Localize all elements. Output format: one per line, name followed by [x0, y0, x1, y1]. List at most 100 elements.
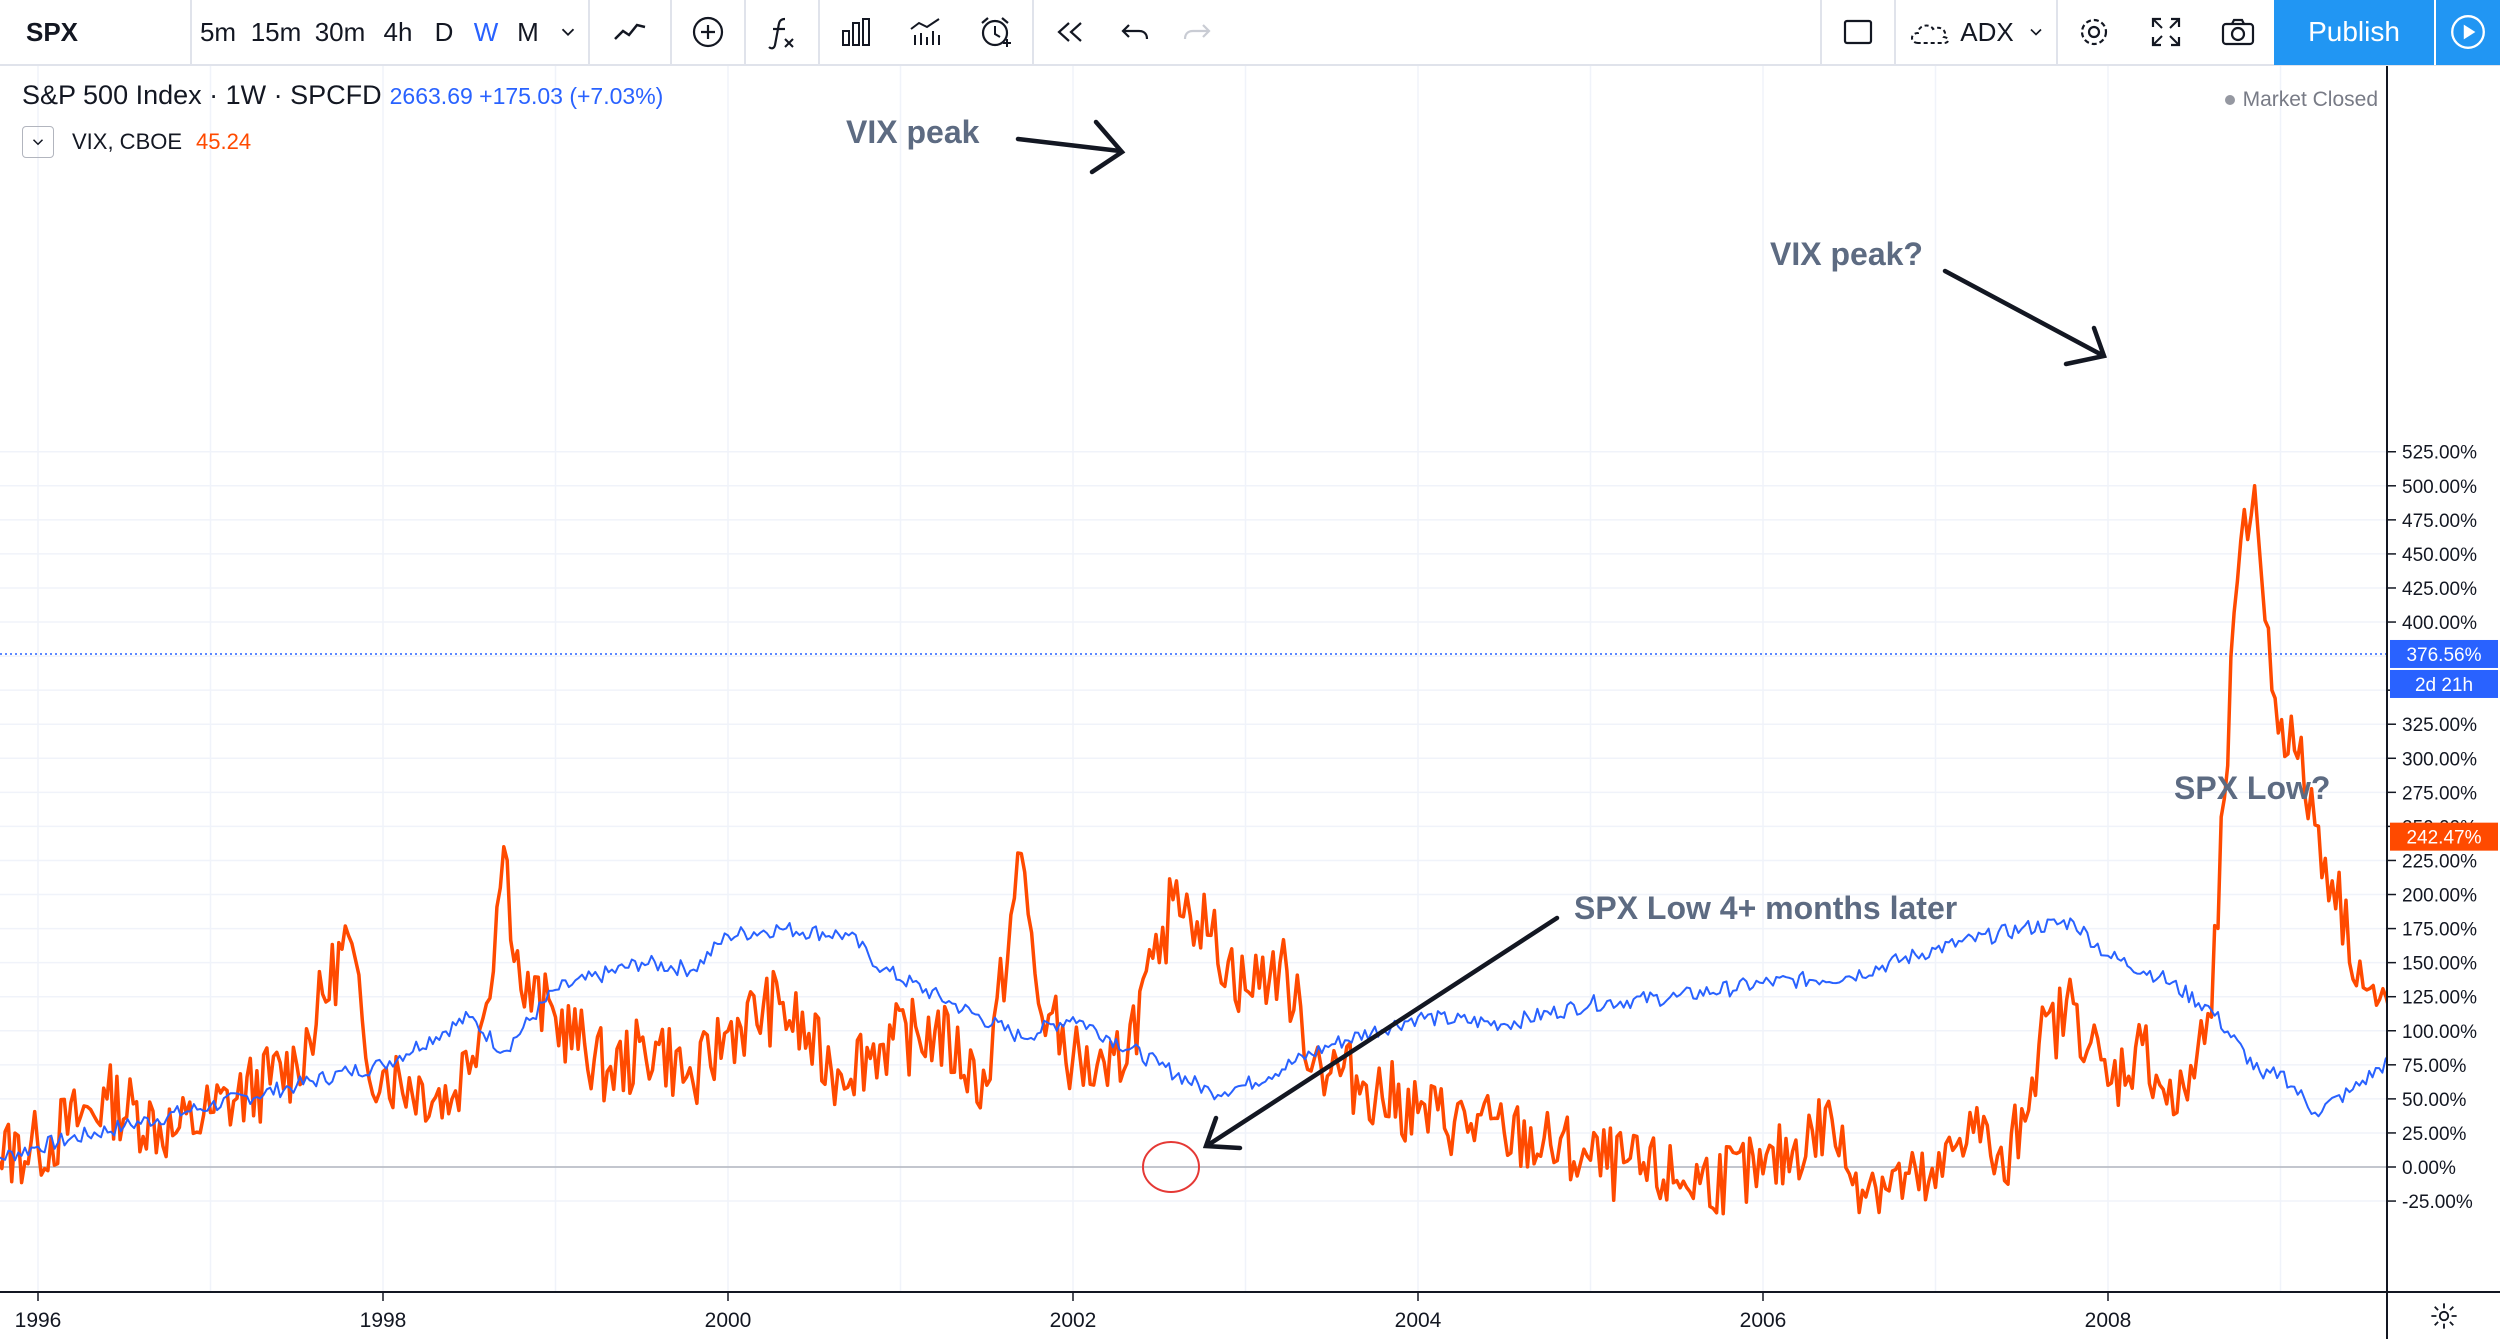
time-tick-label: 2000: [705, 1309, 752, 1332]
toolbar-divider: [2056, 0, 2058, 65]
interval-m[interactable]: M: [517, 16, 539, 47]
line-chart-icon: [614, 23, 646, 40]
time-tick-label: 2004: [1395, 1309, 1442, 1332]
layout-button[interactable]: [1822, 0, 1894, 65]
toolbar-divider: [670, 0, 672, 65]
redo-button[interactable]: [1166, 0, 1226, 65]
price-tick-label: 325.00%: [2402, 715, 2477, 736]
interval-30m[interactable]: 30m: [314, 16, 366, 47]
camera-icon: [2221, 18, 2255, 46]
interval-4h[interactable]: 4h: [383, 16, 413, 47]
spx-low-arrowhead: [1202, 1115, 1243, 1151]
bar-countdown-tag-bg: [2390, 669, 2498, 698]
alarm-clock-icon: [981, 17, 1011, 47]
grid: [0, 66, 2386, 1291]
time-tick-label: 1998: [360, 1309, 407, 1332]
time-tick-label: 2006: [1740, 1309, 1787, 1332]
fullscreen-button[interactable]: [2130, 0, 2202, 65]
annotation-vix-peak: VIX peak: [846, 114, 980, 150]
cloud-icon: [1911, 24, 1950, 44]
gear-icon: [2080, 18, 2108, 46]
financials-button[interactable]: [820, 0, 892, 65]
price-tick-label: 225.00%: [2402, 851, 2477, 872]
price-tick-label: -25.00%: [2402, 1192, 2473, 1213]
price-tick-label: 125.00%: [2402, 988, 2477, 1009]
toolbar-divider: [818, 0, 820, 65]
main-series-legend[interactable]: S&P 500 Index · 1W · SPCFD 2663.69 +175.0…: [22, 80, 663, 111]
annotation-arrows: [1015, 119, 2107, 1151]
toolbar-divider: [1820, 0, 1822, 65]
toolbar-divider: [744, 0, 746, 65]
publish-button[interactable]: Publish: [2274, 0, 2434, 65]
undo-icon: [1121, 24, 1149, 40]
interval-d[interactable]: D: [434, 16, 454, 47]
indicators-button[interactable]: [746, 0, 818, 65]
price-tick-label: 200.00%: [2402, 886, 2477, 907]
time-tick-label: 2008: [2085, 1309, 2132, 1332]
interval-15m[interactable]: 15m: [250, 16, 302, 47]
chart-pane[interactable]: S&P 500 Index · 1W · SPCFD 2663.69 +175.0…: [0, 66, 2386, 1291]
chart-type-button[interactable]: [590, 0, 670, 65]
price-tick-label: 150.00%: [2402, 954, 2477, 975]
price-tick-label: 25.00%: [2402, 1124, 2467, 1145]
snapshot-button[interactable]: [2202, 0, 2274, 65]
vix-last-price-tag-bg: [2390, 822, 2498, 851]
price-tick-label: 275.00%: [2402, 783, 2477, 804]
legend-collapse-button[interactable]: [22, 126, 54, 158]
annotation-spx-low-q: SPX Low?: [2174, 770, 2331, 806]
overlay-series-title: VIX, CBOE: [72, 129, 183, 154]
interval-w[interactable]: W: [473, 16, 499, 47]
overlay-series-value: 45.24: [196, 129, 252, 154]
chevron-down-icon: [32, 139, 44, 146]
cloud-save-button[interactable]: ADX: [1896, 0, 2056, 65]
bar-chart-icon: [842, 18, 870, 46]
templates-button[interactable]: [892, 0, 960, 65]
bar-countdown-tag: 2d 21h: [2415, 675, 2473, 696]
publish-video-button[interactable]: [2434, 0, 2500, 65]
market-status: Market Closed: [2224, 88, 2378, 112]
replay-button[interactable]: [1034, 0, 1106, 65]
settings-button[interactable]: [2058, 0, 2130, 65]
vix-last-price-tag: 242.47%: [2406, 828, 2481, 849]
spx-series-line: [0, 917, 2386, 1162]
alert-button[interactable]: [960, 0, 1032, 65]
price-tick-label: 100.00%: [2402, 1022, 2477, 1043]
price-tick-label: 175.00%: [2402, 920, 2477, 941]
price-tick-label: 75.00%: [2402, 1056, 2467, 1077]
annotation-vix-peak-q: VIX peak?: [1770, 236, 1923, 272]
overlay-series-legend[interactable]: VIX, CBOE 45.24: [22, 126, 251, 158]
time-axis[interactable]: 1996199820002002200420062008201020122014…: [0, 1291, 2386, 1339]
gear-icon: [2431, 1303, 2457, 1329]
compare-symbol-button[interactable]: [672, 0, 744, 65]
symbol-search-button[interactable]: SPX: [0, 0, 192, 65]
vix-peak-arrowhead: [1089, 119, 1126, 175]
price-axis[interactable]: 525.00% 500.00% 475.00% 450.00% 425.00% 400.0…: [2386, 66, 2500, 1291]
axis-settings-button[interactable]: [2386, 1291, 2500, 1339]
indicator-name-label: ADX: [1960, 16, 2014, 47]
chevron-down-icon: [2030, 28, 2042, 36]
spx-last-price-tag-bg: [2390, 639, 2498, 668]
main-series-value: 2663.69 +175.03 (+7.03%): [389, 83, 664, 109]
fullscreen-icon: [2151, 17, 2181, 47]
price-tick-label: 500.00%: [2402, 477, 2477, 498]
play-circle-icon: [2451, 15, 2485, 49]
function-icon: [768, 17, 794, 50]
interval-5m[interactable]: 5m: [199, 16, 237, 47]
chart-canvas: [0, 66, 2386, 1291]
price-axis-canvas: 525.00% 500.00% 475.00% 450.00% 425.00% 400.0…: [2388, 443, 2498, 1213]
time-tick-label: 1996: [15, 1309, 62, 1332]
undo-button[interactable]: [1106, 0, 1166, 65]
price-tick-label: 300.00%: [2402, 749, 2477, 770]
spx-low-arrow: [1205, 915, 1560, 1148]
spx-last-price-tag: 376.56%: [2406, 645, 2481, 666]
price-tick-label: 50.00%: [2402, 1090, 2467, 1111]
interval-dropdown-button[interactable]: [548, 0, 588, 65]
plus-circle-icon: [692, 16, 724, 48]
redo-icon: [1183, 24, 1211, 40]
time-tick-label: 2002: [1050, 1309, 1097, 1332]
price-tick-label: 475.00%: [2402, 511, 2477, 532]
chevron-down-icon: [561, 28, 575, 37]
vix-series-line: [0, 484, 2386, 1216]
time-axis-canvas: 1996199820002002200420062008201020122014…: [15, 1293, 2132, 1332]
toolbar-divider: [588, 0, 590, 65]
